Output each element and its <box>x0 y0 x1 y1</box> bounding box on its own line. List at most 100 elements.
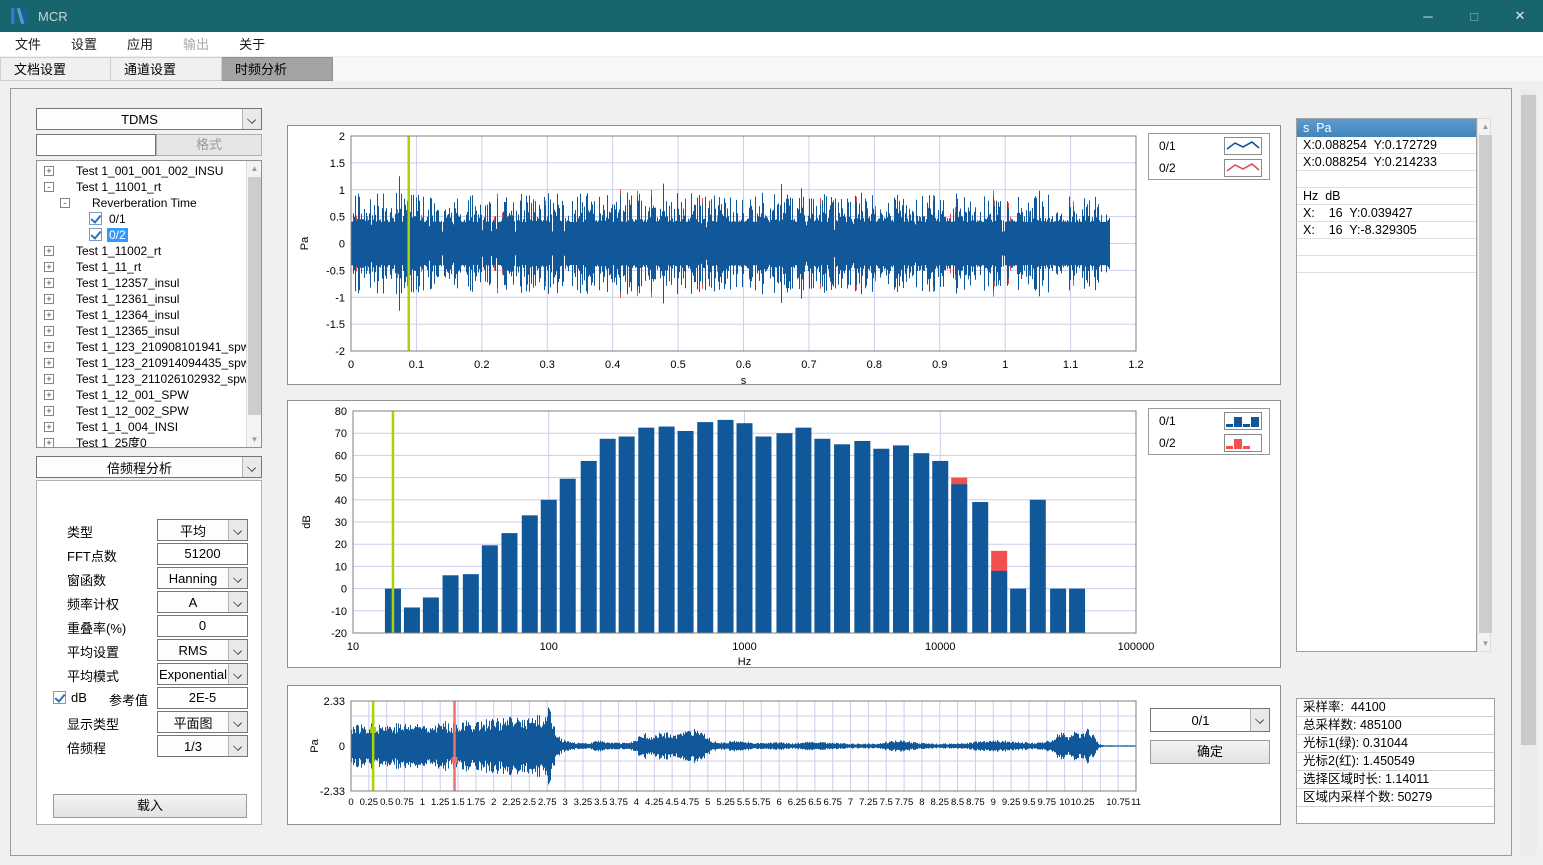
cursor-list-row[interactable]: Hz dB <box>1297 188 1476 205</box>
collapse-icon[interactable]: - <box>44 182 54 192</box>
cursor-list-row[interactable] <box>1297 256 1476 273</box>
tree-item[interactable]: + Test 1_001_001_002_INSU <box>37 163 242 179</box>
tree-item-label[interactable]: Test 1_25度0 <box>74 436 149 448</box>
tree-item-label[interactable]: Test 1_11002_rt <box>74 244 163 258</box>
tree-item-label[interactable]: Test 1_12_001_SPW <box>74 388 191 402</box>
param-input-7[interactable]: 2E-5 <box>157 687 248 709</box>
filter-input[interactable] <box>36 134 156 156</box>
tree-item[interactable]: + Test 1_12364_insul <box>37 307 242 323</box>
tree-item[interactable]: + Test 1_1_004_INSI <box>37 419 242 435</box>
tree-item-label[interactable]: Test 1_12364_insul <box>74 308 181 322</box>
param-input-4[interactable]: 0 <box>157 615 248 637</box>
cursor-list-row[interactable]: X:0.088254 Y:0.214233 <box>1297 154 1476 171</box>
scrollbar-thumb[interactable] <box>1479 135 1492 633</box>
param-select-6[interactable]: Exponential <box>157 663 248 685</box>
scroll-down-icon[interactable]: ▼ <box>1478 636 1493 651</box>
tree-item-label[interactable]: Test 1_123_211026102932_spw <box>74 372 251 386</box>
tree-item-label[interactable]: Test 1_001_001_002_INSU <box>74 164 225 178</box>
param-select-0[interactable]: 平均 <box>157 519 248 541</box>
format-button[interactable]: 格式 <box>156 134 262 156</box>
tree-item[interactable]: - Reverberation Time <box>37 195 242 211</box>
file-format-dropdown[interactable]: TDMS <box>36 108 262 130</box>
tree-item-label[interactable]: Test 1_11001_rt <box>74 180 163 194</box>
param-select-3[interactable]: A <box>157 591 248 613</box>
tree-item[interactable]: - Test 1_11001_rt <box>37 179 242 195</box>
expand-icon[interactable]: + <box>44 294 54 304</box>
tree-item[interactable]: + Test 1_12365_insul <box>37 323 242 339</box>
param-select-2[interactable]: Hanning <box>157 567 248 589</box>
tree-checkbox[interactable] <box>89 228 102 241</box>
tree-item[interactable]: +Test 1_123_210914094435_spw <box>37 355 242 371</box>
close-button[interactable]: ✕ <box>1497 0 1543 32</box>
param-input-1[interactable]: 51200 <box>157 543 248 565</box>
tree-item[interactable]: + Test 1_12361_insul <box>37 291 242 307</box>
cursor-list-row[interactable]: X:0.088254 Y:0.172729 <box>1297 137 1476 154</box>
tree-item-label[interactable]: 0/2 <box>107 228 128 242</box>
expand-icon[interactable]: + <box>44 278 54 288</box>
tree-item[interactable]: + Test 1_12_002_SPW <box>37 403 242 419</box>
tree-scrollbar[interactable]: ▲▼ <box>246 161 261 447</box>
param-select-5[interactable]: RMS <box>157 639 248 661</box>
expand-icon[interactable]: + <box>44 438 54 448</box>
tree-item-label[interactable]: Test 1_11_rt <box>74 260 143 274</box>
cursor-list-row[interactable]: X: 16 Y:-8.329305 <box>1297 222 1476 239</box>
expand-icon[interactable]: + <box>44 390 54 400</box>
expand-icon[interactable]: + <box>44 262 54 272</box>
maximize-button[interactable]: □ <box>1451 0 1497 32</box>
expand-icon[interactable]: + <box>44 374 54 384</box>
load-button[interactable]: 载入 <box>53 794 247 818</box>
cursor-list-scrollbar[interactable]: ▲ ▼ <box>1477 118 1491 652</box>
tree-item[interactable]: + Test 1_12_001_SPW <box>37 387 242 403</box>
db-checkbox[interactable] <box>53 691 66 704</box>
tree-item-label[interactable]: Test 1_123_210908101941_spw <box>74 340 251 354</box>
tab-通道设置[interactable]: 通道设置 <box>111 57 222 81</box>
expand-icon[interactable]: + <box>44 246 54 256</box>
cursor-list-row[interactable] <box>1297 171 1476 188</box>
expand-icon[interactable]: + <box>44 310 54 320</box>
expand-icon[interactable]: + <box>44 406 54 416</box>
tab-文档设置[interactable]: 文档设置 <box>0 57 111 81</box>
confirm-button[interactable]: 确定 <box>1150 740 1270 764</box>
menu-item-输出[interactable]: 输出 <box>168 32 224 57</box>
tab-时频分析[interactable]: 时频分析 <box>222 57 333 81</box>
tree-item-label[interactable]: Test 1_12361_insul <box>74 292 181 306</box>
tree-item-label[interactable]: Test 1_12_002_SPW <box>74 404 191 418</box>
tree-item-label[interactable]: Reverberation Time <box>90 196 199 210</box>
tree-item[interactable]: + Test 1_25度0 <box>37 435 242 448</box>
menu-item-关于[interactable]: 关于 <box>224 32 280 57</box>
cursor-list-row[interactable] <box>1297 239 1476 256</box>
expand-icon[interactable]: + <box>44 166 54 176</box>
scrollbar-thumb[interactable] <box>248 177 261 415</box>
scroll-down-icon[interactable]: ▼ <box>247 432 262 447</box>
tree-item[interactable]: + Test 1_12357_insul <box>37 275 242 291</box>
tree-item[interactable]: 0/1 <box>37 211 242 227</box>
tree-item-label[interactable]: Test 1_12365_insul <box>74 324 181 338</box>
tree-item-label[interactable]: Test 1_123_210914094435_spw <box>74 356 251 370</box>
tree-item[interactable]: + Test 1_11_rt <box>37 259 242 275</box>
minimize-button[interactable]: ─ <box>1405 0 1451 32</box>
expand-icon[interactable]: + <box>44 422 54 432</box>
tree-item[interactable]: + Test 1_11002_rt <box>37 243 242 259</box>
tree-item-label[interactable]: Test 1_12357_insul <box>74 276 181 290</box>
analysis-type-dropdown[interactable]: 倍频程分析 <box>36 456 262 478</box>
scroll-up-icon[interactable]: ▲ <box>247 161 262 176</box>
tree-checkbox[interactable] <box>89 212 102 225</box>
menu-item-文件[interactable]: 文件 <box>0 32 56 57</box>
page-scrollbar-thumb[interactable] <box>1521 95 1536 745</box>
scroll-up-icon[interactable]: ▲ <box>1478 119 1493 134</box>
expand-icon[interactable]: + <box>44 342 54 352</box>
param-select-8[interactable]: 平面图 <box>157 711 248 733</box>
menu-item-应用[interactable]: 应用 <box>112 32 168 57</box>
menu-item-设置[interactable]: 设置 <box>56 32 112 57</box>
expand-icon[interactable]: + <box>44 326 54 336</box>
expand-icon[interactable]: + <box>44 358 54 368</box>
tree-item[interactable]: +Test 1_123_210908101941_spw <box>37 339 242 355</box>
tree-item-label[interactable]: 0/1 <box>107 212 128 226</box>
collapse-icon[interactable]: - <box>60 198 70 208</box>
overview-channel-dropdown[interactable]: 0/1 <box>1150 708 1270 732</box>
param-select-9[interactable]: 1/3 <box>157 735 248 757</box>
tree-item-label[interactable]: Test 1_1_004_INSI <box>74 420 180 434</box>
cursor-list-row[interactable]: X: 16 Y:0.039427 <box>1297 205 1476 222</box>
tree-item[interactable]: +Test 1_123_211026102932_spw <box>37 371 242 387</box>
tree-item[interactable]: 0/2 <box>37 227 242 243</box>
